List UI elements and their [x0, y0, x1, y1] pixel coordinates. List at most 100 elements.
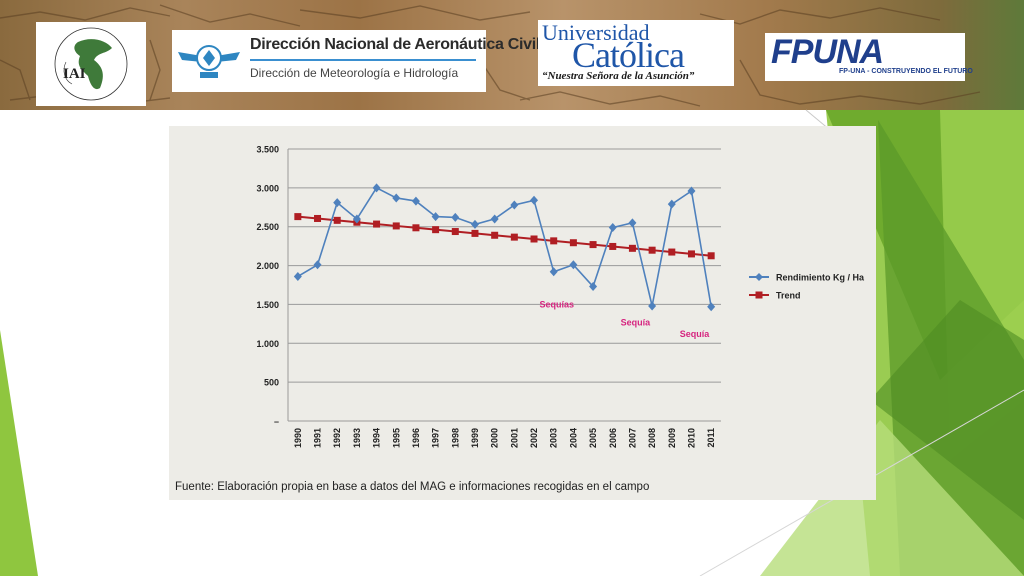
trend-point — [510, 233, 518, 241]
y-tick-label: 2.500 — [256, 222, 279, 232]
trend-point — [589, 241, 597, 249]
trend-point — [550, 237, 558, 245]
legend-yield-marker — [755, 273, 763, 281]
yield-point — [687, 186, 696, 196]
y-tick-label: 1.500 — [256, 300, 279, 310]
yield-point — [667, 199, 676, 209]
x-tick-label: 1996 — [411, 428, 421, 448]
drought-annotation: Sequía — [621, 317, 652, 327]
yield-point — [333, 198, 342, 208]
y-tick-label: 3.000 — [256, 183, 279, 193]
yield-point — [490, 214, 499, 224]
aviation-wings-icon — [178, 45, 240, 78]
yield-point — [431, 212, 440, 222]
x-tick-label: 2003 — [549, 428, 559, 448]
x-tick-label: 1991 — [313, 428, 323, 448]
x-tick-label: 2006 — [608, 428, 618, 448]
x-tick-label: 2005 — [588, 428, 598, 448]
x-tick-label: 1992 — [332, 428, 342, 448]
legend-trend-marker — [755, 291, 763, 299]
dinac-logo[interactable]: Dirección Nacional de Aeronáutica Civil … — [172, 30, 540, 92]
yield-point — [549, 267, 558, 277]
y-tick-label: – — [274, 417, 279, 427]
yield-point — [372, 183, 381, 193]
yield-point — [411, 196, 420, 206]
x-tick-label: 2011 — [706, 428, 716, 448]
x-tick-label: 1995 — [391, 428, 401, 448]
americas-globe-icon — [54, 27, 128, 101]
trend-point — [333, 216, 341, 224]
trend-point — [432, 226, 440, 234]
y-tick-label: 3.500 — [256, 145, 279, 155]
x-tick-label: 2001 — [509, 428, 519, 448]
trend-point — [471, 229, 479, 237]
dinac-divider — [250, 59, 476, 61]
yield-point — [470, 219, 479, 229]
dinac-subtitle: Dirección de Meteorología e Hidrología — [250, 66, 459, 80]
x-tick-label: 1997 — [431, 428, 441, 448]
trend-point — [451, 228, 459, 236]
trend-point — [628, 244, 636, 252]
trend-point — [569, 239, 577, 247]
chart-panel: – 500 1.000 1.500 2.000 2.500 3.000 3.500 1990 19… — [169, 126, 876, 500]
trend-point — [314, 214, 322, 222]
yield-series-line — [297, 186, 712, 307]
yield-point — [530, 195, 539, 205]
trend-point — [648, 246, 656, 254]
yield-point — [352, 214, 361, 224]
uc-logo-main: Católica — [572, 35, 685, 75]
x-tick-label: 1993 — [352, 428, 362, 448]
yield-line-chart: – 500 1.000 1.500 2.000 2.500 3.000 3.500 1990 19… — [256, 145, 865, 449]
dinac-title: Dirección Nacional de Aeronáutica Civil — [250, 36, 541, 53]
fpuna-logo[interactable]: FPUNA FP-UNA - CONSTRUYENDO EL FUTURO — [765, 33, 973, 81]
x-tick-label: 2008 — [647, 428, 657, 448]
trend-point — [491, 231, 499, 239]
x-tick-label: 1999 — [470, 428, 480, 448]
trend-point — [668, 248, 676, 256]
x-tick-label: 2000 — [490, 428, 500, 448]
header-banner: IAI Dirección Nacional de Aeronáutica Ci… — [0, 0, 1024, 110]
yield-point — [707, 302, 716, 312]
x-tick-label: 2009 — [667, 428, 677, 448]
x-tick-label: 1990 — [293, 428, 303, 448]
uc-logo-top: Universidad — [542, 20, 650, 45]
yield-point — [293, 271, 302, 281]
trend-series-line — [297, 215, 712, 257]
fpuna-logo-text: FPUNA — [771, 33, 884, 71]
uc-logo-bottom: “Nuestra Señora de la Asunción” — [542, 70, 695, 82]
chart-source-note: Fuente: Elaboración propia en base a dat… — [175, 481, 650, 493]
fpuna-logo-tagline: FP-UNA - CONSTRUYENDO EL FUTURO — [839, 68, 973, 75]
trend-point — [373, 220, 381, 228]
trend-point — [392, 222, 400, 230]
x-tick-label: 1998 — [450, 428, 460, 448]
drought-annotation: Sequía — [680, 329, 711, 339]
x-tick-label: 1994 — [372, 428, 382, 448]
y-tick-label: 2.000 — [256, 261, 279, 271]
x-tick-label: 2007 — [627, 428, 637, 448]
yield-point — [608, 222, 617, 232]
yield-point — [628, 218, 637, 228]
yield-point — [451, 212, 460, 222]
drought-annotation: Sequías — [539, 300, 574, 310]
yield-point — [648, 301, 657, 311]
x-tick-label: 2010 — [686, 428, 696, 448]
yield-point — [510, 200, 519, 210]
trend-point — [609, 242, 617, 250]
iai-logo[interactable]: IAI — [36, 22, 146, 106]
x-tick-label: 2002 — [529, 428, 539, 448]
trend-point — [412, 224, 420, 232]
universidad-catolica-logo[interactable]: Universidad Católica “Nuestra Señora de … — [538, 20, 734, 86]
legend-yield-label: Rendimiento Kg / Ha — [776, 273, 865, 283]
x-tick-label: 2004 — [568, 428, 578, 448]
iai-logo-text: IAI — [63, 66, 86, 82]
y-tick-label: 1.000 — [256, 339, 279, 349]
y-tick-label: 500 — [264, 378, 279, 388]
trend-point — [530, 235, 538, 243]
yield-point — [313, 260, 322, 270]
legend-trend-label: Trend — [776, 291, 801, 301]
yield-point — [569, 260, 578, 270]
yield-point — [589, 282, 598, 292]
trend-point — [687, 250, 695, 258]
trend-point — [294, 213, 302, 221]
yield-point — [392, 193, 401, 203]
